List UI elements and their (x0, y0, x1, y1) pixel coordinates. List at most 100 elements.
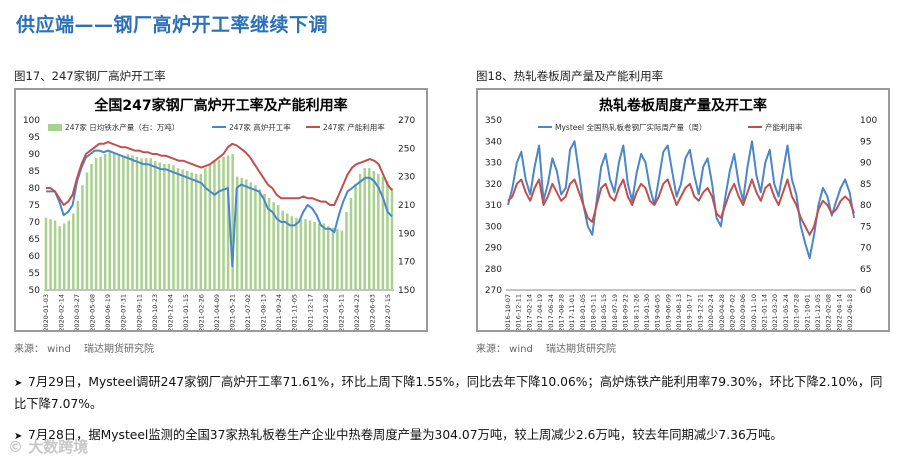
y-left-tick-label: 90 (29, 150, 41, 160)
bar-mark (299, 219, 303, 290)
x-tick-label: 2020-02-24 (707, 294, 715, 330)
y-left-tick-label: 330 (485, 159, 502, 169)
bullet-2: ➤ 7月28日，据Mysteel监测的全国37家热轧板卷生产企业中热卷周度产量为3… (14, 425, 894, 447)
x-tick-label: 2021-12-05 (814, 294, 822, 330)
bar-mark (317, 223, 321, 290)
x-tick-label: 2020-12-04 (166, 294, 174, 330)
bar-mark (286, 213, 289, 290)
x-tick-label: 2021-01-14 (761, 294, 769, 330)
x-tick-label: 2020-05-08 (89, 294, 97, 330)
y-left-tick-label: 50 (29, 286, 41, 296)
bar-mark (58, 226, 61, 290)
bar-mark (295, 217, 298, 290)
y-right-tick-label: 65 (860, 265, 871, 275)
bar-mark (263, 193, 266, 290)
chart-panel-hot-rolled: 热轧卷板周度产量及开工率 270 280 290 300 310 320 330 340 350 6… (476, 88, 890, 332)
bar-mark (276, 205, 280, 290)
x-tick-label: 2021-07-02 (244, 294, 252, 330)
bar-mark (331, 227, 335, 290)
x-tick-label: 2018-01-05 (579, 294, 587, 330)
bar-mark (345, 212, 348, 290)
y-left-tick-label: 270 (485, 286, 502, 296)
bar-mark (222, 156, 225, 290)
series-line-1 (46, 149, 393, 268)
bar-mark (158, 162, 162, 290)
bar-mark (90, 163, 93, 290)
x-tick-label: 2021-05-24 (782, 294, 790, 330)
bar-mark (381, 176, 385, 290)
x-tick-label: 2016-12-11 (515, 294, 523, 330)
bar-mark (313, 222, 316, 290)
y-right-tick-label: 190 (398, 229, 415, 239)
y-left-tick-label: 55 (29, 269, 40, 279)
x-tick-label: 2022-04-14 (835, 294, 843, 330)
legend-label: 产能利用率 (765, 122, 803, 132)
slide-title: 供应端——钢厂高炉开工率继续下调 (16, 14, 329, 36)
x-tick-label: 2017-02-14 (525, 294, 533, 330)
x-tick-label: 2018-11-26 (632, 294, 640, 330)
hot-rolled-chart: 热轧卷板周度产量及开工率 270 280 290 300 310 320 330 340 350 6… (485, 97, 878, 330)
x-tick-label: 2021-08-13 (260, 294, 268, 330)
bar-mark (140, 158, 143, 290)
y-right-tick-label: 150 (398, 286, 415, 296)
y-left-tick-label: 95 (29, 133, 40, 143)
x-tick-label: 2020-02-14 (58, 294, 66, 330)
bar-mark (81, 185, 84, 290)
bar-mark (185, 171, 189, 290)
x-tick-label: 2021-03-20 (771, 294, 779, 330)
bar-mark (304, 219, 307, 290)
x-tick-label: 2020-10-23 (151, 294, 159, 330)
y-right-tick-label: 270 (398, 116, 415, 126)
x-tick-label: 2019-01-30 (643, 294, 651, 330)
x-tick-label: 2018-09-22 (622, 294, 630, 330)
bar-mark (281, 210, 284, 290)
bullet-arrow-icon: ➤ (14, 431, 23, 442)
x-tick-label: 2016-10-07 (504, 294, 512, 330)
x-tick-label: 2020-11-10 (750, 294, 758, 330)
bar-mark (217, 159, 221, 290)
y-right-tick-label: 170 (398, 258, 415, 268)
y-right-tick-label: 70 (860, 244, 872, 254)
bar-mark (367, 168, 371, 290)
figure-17-source: 来源： wind 瑞达期货研究院 (14, 344, 154, 355)
y-left-tick-label: 70 (29, 218, 41, 228)
chart-title: 全国247家钢厂高炉开工率及产能利用率 (93, 97, 347, 114)
bar-mark (76, 200, 80, 290)
y-right-tick-label: 80 (860, 201, 872, 211)
bar-mark (208, 163, 212, 290)
bar-mark (240, 178, 244, 290)
y-right-tick-label: 90 (860, 159, 872, 169)
bar-mark (245, 179, 248, 290)
bar-mark (377, 173, 380, 290)
bar-mark (290, 216, 294, 290)
x-tick-label: 2019-04-05 (654, 294, 662, 330)
bar-mark (122, 155, 125, 290)
bar-mark (167, 163, 171, 290)
bar-mark (254, 185, 257, 290)
bar-mark (135, 156, 139, 290)
bar-mark (349, 197, 353, 290)
bar-mark (72, 213, 75, 290)
bar-mark (62, 223, 66, 290)
x-tick-label: 2020-07-02 (728, 294, 736, 330)
y-left-tick-label: 85 (29, 167, 40, 177)
legend-label: Mysteel 全国热轧板卷钢厂实际周产量（周） (555, 122, 706, 132)
bar-mark (149, 158, 152, 290)
y-left-tick-label: 320 (485, 180, 502, 190)
bar-mark (340, 230, 344, 290)
x-tick-label: 2021-12-17 (306, 294, 314, 330)
x-tick-label: 2021-07-28 (793, 294, 801, 330)
x-tick-label: 2021-11-05 (291, 294, 299, 330)
y-right-tick-label: 85 (860, 180, 871, 190)
bar-mark (358, 173, 362, 290)
x-tick-label: 2019-06-09 (664, 294, 672, 330)
x-tick-label: 2017-04-19 (536, 294, 544, 330)
bar-mark (117, 154, 121, 290)
x-tick-label: 2021-10-01 (803, 294, 811, 330)
figure-18-caption: 图18、热轧卷板周产量及产能利用率 (476, 69, 664, 83)
x-tick-label: 2022-07-15 (384, 294, 392, 330)
y-right-tick-label: 95 (860, 137, 871, 147)
bar-mark (67, 220, 71, 290)
x-tick-label: 2022-06-03 (369, 294, 377, 330)
x-tick-label: 2018-07-19 (611, 294, 619, 330)
